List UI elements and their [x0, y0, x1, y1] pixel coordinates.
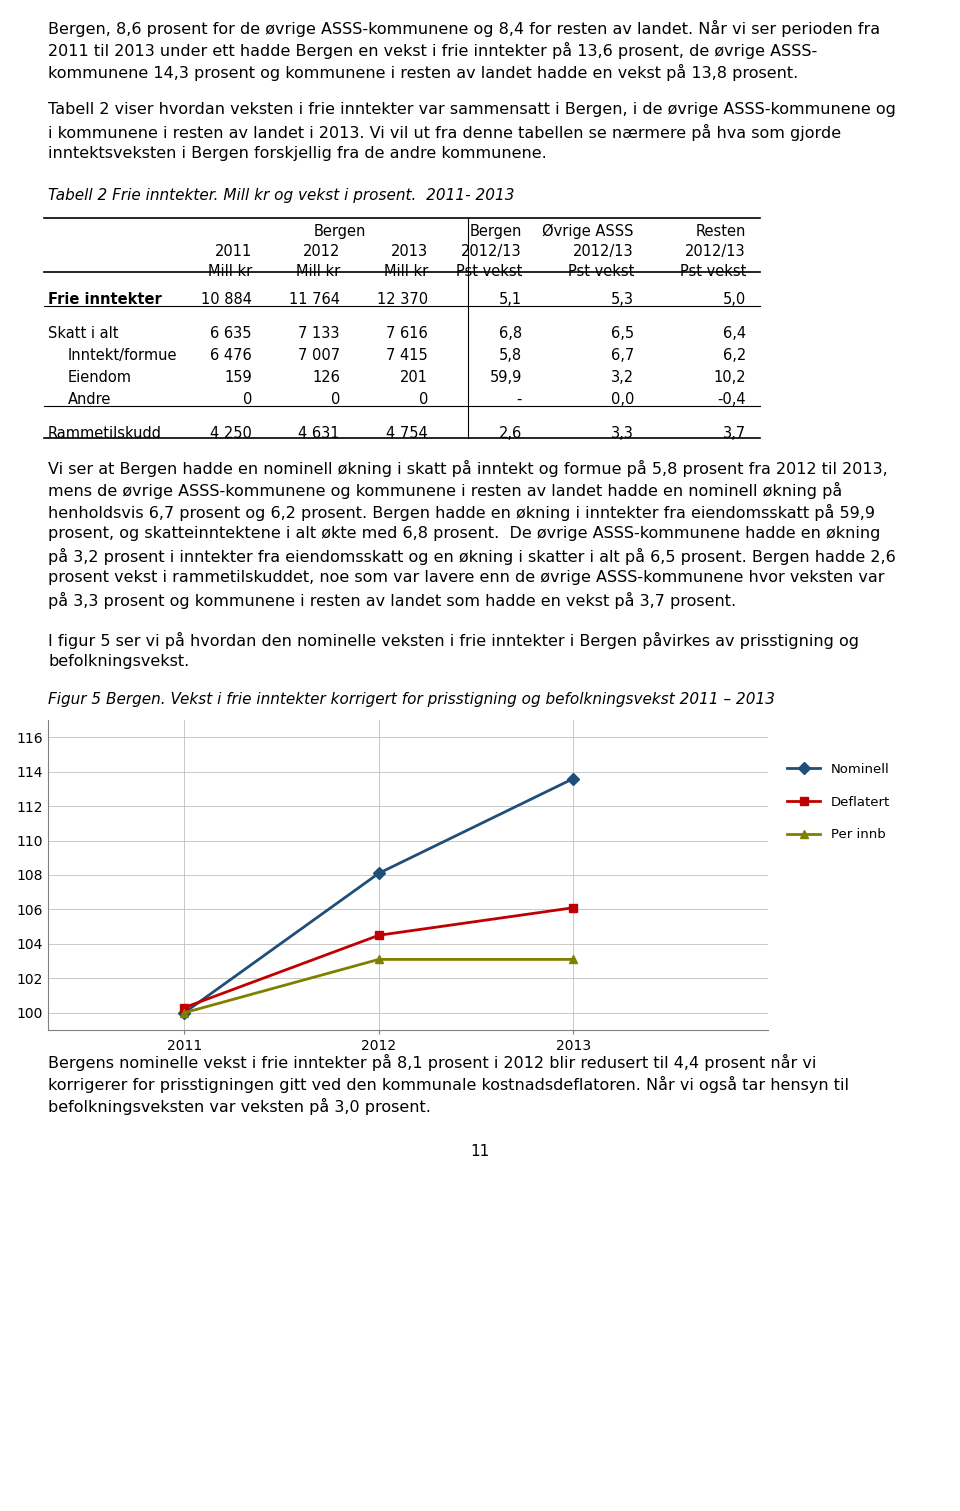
- Text: Pst vekst: Pst vekst: [567, 264, 634, 280]
- Text: -: -: [516, 391, 522, 406]
- Text: 5,3: 5,3: [611, 292, 634, 307]
- Text: prosent, og skatteinntektene i alt økte med 6,8 prosent.  De øvrige ASSS-kommune: prosent, og skatteinntektene i alt økte …: [48, 526, 880, 541]
- Text: 5,8: 5,8: [499, 348, 522, 363]
- Text: 2,6: 2,6: [499, 426, 522, 441]
- Text: Mill kr: Mill kr: [207, 264, 252, 280]
- Text: 4 754: 4 754: [386, 426, 428, 441]
- Text: Mill kr: Mill kr: [296, 264, 340, 280]
- Text: 126: 126: [312, 370, 340, 385]
- Text: Vi ser at Bergen hadde en nominell økning i skatt på inntekt og formue på 5,8 pr: Vi ser at Bergen hadde en nominell øknin…: [48, 459, 888, 477]
- Text: 3,7: 3,7: [723, 426, 746, 441]
- Text: 0: 0: [419, 391, 428, 406]
- Nominell: [567, 769, 579, 787]
- Text: Frie inntekter: Frie inntekter: [48, 292, 161, 307]
- Legend: Nominell, Deflatert, Per innb: Nominell, Deflatert, Per innb: [781, 757, 895, 846]
- Nominell: [373, 864, 385, 882]
- Text: 2012: 2012: [302, 243, 340, 258]
- Deflatert: [179, 999, 190, 1017]
- Text: befolkningsveksten var veksten på 3,0 prosent.: befolkningsveksten var veksten på 3,0 pr…: [48, 1098, 431, 1115]
- Deflatert: [373, 926, 385, 944]
- Text: Tabell 2 Frie inntekter. Mill kr og vekst i prosent.  2011- 2013: Tabell 2 Frie inntekter. Mill kr og veks…: [48, 187, 515, 202]
- Per innb: [179, 1003, 190, 1021]
- Text: korrigerer for prisstigningen gitt ved den kommunale kostnadsdeflatoren. Når vi : korrigerer for prisstigningen gitt ved d…: [48, 1076, 849, 1092]
- Text: 7 616: 7 616: [386, 326, 428, 341]
- Text: Resten: Resten: [696, 224, 746, 239]
- Text: 3,3: 3,3: [612, 426, 634, 441]
- Text: Bergen: Bergen: [314, 224, 366, 239]
- Text: kommunene 14,3 prosent og kommunene i resten av landet hadde en vekst på 13,8 pr: kommunene 14,3 prosent og kommunene i re…: [48, 63, 799, 82]
- Text: Tabell 2 viser hvordan veksten i frie inntekter var sammensatt i Bergen, i de øv: Tabell 2 viser hvordan veksten i frie in…: [48, 103, 896, 116]
- Text: Rammetilskudd: Rammetilskudd: [48, 426, 162, 441]
- Text: henholdsvis 6,7 prosent og 6,2 prosent. Bergen hadde en økning i inntekter fra e: henholdsvis 6,7 prosent og 6,2 prosent. …: [48, 505, 875, 521]
- Text: 0,0: 0,0: [611, 391, 634, 406]
- Text: Mill kr: Mill kr: [384, 264, 428, 280]
- Text: 4 631: 4 631: [299, 426, 340, 441]
- Text: 7 415: 7 415: [386, 348, 428, 363]
- Text: 6 476: 6 476: [210, 348, 252, 363]
- Text: 2012/13: 2012/13: [685, 243, 746, 258]
- Text: Bergen: Bergen: [469, 224, 522, 239]
- Text: 7 007: 7 007: [298, 348, 340, 363]
- Text: Øvrige ASSS: Øvrige ASSS: [542, 224, 634, 239]
- Text: 11: 11: [470, 1144, 490, 1159]
- Text: inntektsveksten i Bergen forskjellig fra de andre kommunene.: inntektsveksten i Bergen forskjellig fra…: [48, 147, 547, 162]
- Text: 6,5: 6,5: [611, 326, 634, 341]
- Text: på 3,2 prosent i inntekter fra eiendomsskatt og en økning i skatter i alt på 6,5: på 3,2 prosent i inntekter fra eiendomss…: [48, 548, 896, 565]
- Line: Deflatert: Deflatert: [180, 904, 578, 1012]
- Text: -0,4: -0,4: [717, 391, 746, 406]
- Text: 2011: 2011: [215, 243, 252, 258]
- Text: Bergens nominelle vekst i frie inntekter på 8,1 prosent i 2012 blir redusert til: Bergens nominelle vekst i frie inntekter…: [48, 1055, 816, 1071]
- Deflatert: [567, 899, 579, 917]
- Text: 10 884: 10 884: [201, 292, 252, 307]
- Text: 12 370: 12 370: [377, 292, 428, 307]
- Text: 6,8: 6,8: [499, 326, 522, 341]
- Text: på 3,3 prosent og kommunene i resten av landet som hadde en vekst på 3,7 prosent: på 3,3 prosent og kommunene i resten av …: [48, 592, 736, 609]
- Line: Per innb: Per innb: [180, 955, 578, 1017]
- Text: 201: 201: [400, 370, 428, 385]
- Per innb: [373, 950, 385, 969]
- Text: Skatt i alt: Skatt i alt: [48, 326, 118, 341]
- Text: Pst vekst: Pst vekst: [680, 264, 746, 280]
- Text: 10,2: 10,2: [713, 370, 746, 385]
- Text: prosent vekst i rammetilskuddet, noe som var lavere enn de øvrige ASSS-kommunene: prosent vekst i rammetilskuddet, noe som…: [48, 570, 884, 585]
- Text: 0: 0: [243, 391, 252, 406]
- Text: 2012/13: 2012/13: [462, 243, 522, 258]
- Text: 11 764: 11 764: [289, 292, 340, 307]
- Text: 6,2: 6,2: [723, 348, 746, 363]
- Text: Bergen, 8,6 prosent for de øvrige ASSS-kommunene og 8,4 for resten av landet. Nå: Bergen, 8,6 prosent for de øvrige ASSS-k…: [48, 20, 880, 36]
- Text: Andre: Andre: [68, 391, 111, 406]
- Text: 5,0: 5,0: [723, 292, 746, 307]
- Per innb: [567, 950, 579, 969]
- Text: 6,7: 6,7: [611, 348, 634, 363]
- Text: I figur 5 ser vi på hvordan den nominelle veksten i frie inntekter i Bergen påvi: I figur 5 ser vi på hvordan den nominell…: [48, 632, 859, 650]
- Text: Inntekt/formue: Inntekt/formue: [68, 348, 178, 363]
- Text: mens de øvrige ASSS-kommunene og kommunene i resten av landet hadde en nominell : mens de øvrige ASSS-kommunene og kommune…: [48, 482, 842, 499]
- Text: Eiendom: Eiendom: [68, 370, 132, 385]
- Text: 6 635: 6 635: [210, 326, 252, 341]
- Text: 159: 159: [225, 370, 252, 385]
- Text: 4 250: 4 250: [210, 426, 252, 441]
- Text: 2012/13: 2012/13: [573, 243, 634, 258]
- Text: 2013: 2013: [391, 243, 428, 258]
- Text: 7 133: 7 133: [299, 326, 340, 341]
- Text: 6,4: 6,4: [723, 326, 746, 341]
- Text: Figur 5 Bergen. Vekst i frie inntekter korrigert for prisstigning og befolknings: Figur 5 Bergen. Vekst i frie inntekter k…: [48, 692, 775, 707]
- Line: Nominell: Nominell: [180, 775, 578, 1017]
- Text: 3,2: 3,2: [611, 370, 634, 385]
- Text: 5,1: 5,1: [499, 292, 522, 307]
- Text: 0: 0: [330, 391, 340, 406]
- Text: Pst vekst: Pst vekst: [456, 264, 522, 280]
- Text: i kommunene i resten av landet i 2013. Vi vil ut fra denne tabellen se nærmere p: i kommunene i resten av landet i 2013. V…: [48, 124, 841, 141]
- Nominell: [179, 1003, 190, 1021]
- Text: befolkningsvekst.: befolkningsvekst.: [48, 654, 189, 669]
- Text: 2011 til 2013 under ett hadde Bergen en vekst i frie inntekter på 13,6 prosent, : 2011 til 2013 under ett hadde Bergen en …: [48, 42, 817, 59]
- Text: 59,9: 59,9: [490, 370, 522, 385]
